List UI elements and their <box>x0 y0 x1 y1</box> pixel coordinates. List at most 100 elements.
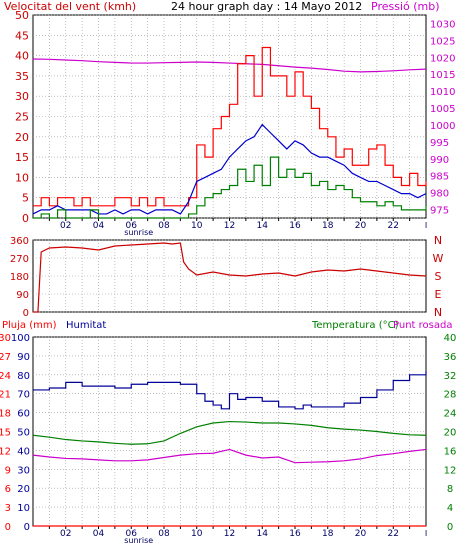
humidity-y-tick-label: 70 <box>17 390 30 401</box>
temp-x-tick-label: 12 <box>224 529 235 539</box>
wind-x-tick-label: 08 <box>158 221 170 231</box>
direction-compass-label: E <box>435 288 442 301</box>
graph-title: 24 hour graph day : 14 Mayo 2012 <box>171 0 363 13</box>
wind-x-tick-label: 02 <box>60 221 71 231</box>
wind-x-tick-label: 16 <box>289 221 301 231</box>
pressure-y-tick-label: 975 <box>430 206 449 217</box>
temp-x-tick-label: 06 <box>126 529 138 539</box>
sunrise-marker-label-bottom: sunrise <box>124 536 153 545</box>
humidity-axis-title: Humitat <box>66 320 107 331</box>
wind-x-tick-label: 20 <box>355 221 367 231</box>
direction-y-tick-label: 0 <box>23 308 29 319</box>
wind-direction-line <box>33 242 427 313</box>
humidity-y-tick-label: 10 <box>17 503 30 514</box>
rain-y-tick-label: 6 <box>5 484 11 495</box>
wind-x-tick-label: 06 <box>126 221 138 231</box>
humidity-y-tick-label: 0 <box>24 522 30 533</box>
pressure-y-tick-label: 1020 <box>430 53 455 64</box>
direction-y-tick-label: 180 <box>10 272 29 283</box>
rain-y-tick-label: 21 <box>0 390 11 401</box>
temperature-y-tick-label: 24 <box>444 409 457 420</box>
wind-x-tick-label: 10 <box>191 221 203 231</box>
rain-y-tick-label: 3 <box>5 503 11 514</box>
humidity-y-tick-label: 20 <box>17 484 30 495</box>
wind-y-tick-label: 10 <box>15 171 29 184</box>
direction-compass-label: N <box>434 234 442 247</box>
pressure-y-tick-label: 1030 <box>430 19 455 30</box>
temp-x-tick-label: 22 <box>388 529 399 539</box>
rain-y-tick-label: 0 <box>5 522 11 533</box>
pressure-y-tick-label: 1000 <box>430 121 455 132</box>
humidity-y-tick-label: 60 <box>17 409 30 420</box>
temperature-y-tick-label: 12 <box>444 465 457 476</box>
humidity-y-tick-label: 80 <box>17 371 30 382</box>
wind-y-tick-label: 45 <box>15 29 29 42</box>
temperature-y-tick-label: 8 <box>447 484 453 495</box>
temperature-y-tick-label: 28 <box>444 390 457 401</box>
wind-y-tick-label: 30 <box>15 90 29 103</box>
temp-x-tick-label: 02 <box>60 529 71 539</box>
direction-compass-label: N <box>434 306 442 319</box>
temperature-y-tick-label: 32 <box>444 371 457 382</box>
wind-y-tick-label: 0 <box>22 212 29 225</box>
pressure-y-tick-label: 985 <box>430 172 449 183</box>
wind-y-tick-label: 35 <box>15 70 29 83</box>
humidity-y-tick-label: 40 <box>17 446 30 457</box>
wind-min-line <box>33 156 427 219</box>
wind-max-line <box>33 46 427 207</box>
direction-compass-label: W <box>433 252 444 265</box>
pressure-y-tick-label: 980 <box>430 189 449 200</box>
dewpoint-axis-title: Punt rosada <box>393 320 453 331</box>
rain-y-tick-label: 9 <box>5 465 11 476</box>
pressure-y-tick-label: 995 <box>430 138 449 149</box>
rain-y-tick-label: 27 <box>0 352 11 363</box>
temp-x-tick-label: 18 <box>322 529 334 539</box>
temp-x-tick-label: 14 <box>257 529 269 539</box>
wind-y-tick-label: 50 <box>15 9 29 22</box>
pressure-y-tick-label: 1010 <box>430 87 455 98</box>
humidity-line <box>33 371 427 410</box>
wind-x-tick-label: 22 <box>388 221 399 231</box>
temperature-line <box>32 420 427 445</box>
dewpoint-line <box>32 448 427 464</box>
rain-y-tick-label: 12 <box>0 446 11 457</box>
temp-x-tick-label: 16 <box>289 529 301 539</box>
direction-y-tick-label: 90 <box>16 290 29 301</box>
direction-y-tick-label: 360 <box>10 236 29 247</box>
pressure-y-tick-label: 990 <box>430 155 449 166</box>
wind-axis-title: Velocitat del vent (kmh) <box>4 0 137 13</box>
pressure-y-tick-label: 1025 <box>430 36 455 47</box>
temperature-y-tick-label: 20 <box>444 428 457 439</box>
temperature-y-tick-label: 40 <box>444 333 457 344</box>
temperature-humidity-plot-frame <box>32 336 427 527</box>
temperature-y-tick-label: 16 <box>444 446 457 457</box>
humidity-y-tick-label: 100 <box>11 333 30 344</box>
temp-x-tick-label: 20 <box>355 529 367 539</box>
wind-y-tick-label: 20 <box>15 131 29 144</box>
humidity-y-tick-label: 30 <box>17 465 30 476</box>
wind-x-tick-label: 12 <box>224 221 235 231</box>
sunrise-marker-label: sunrise <box>124 228 153 237</box>
wind-y-tick-label: 15 <box>15 151 29 164</box>
rain-axis-title: Pluja (mm) <box>2 320 57 331</box>
temp-x-tick-label: 08 <box>158 529 170 539</box>
wind-y-tick-label: 5 <box>22 192 29 205</box>
temperature-y-tick-label: 4 <box>447 503 453 514</box>
temperature-y-tick-label: 36 <box>444 352 457 363</box>
wind-x-tick-label: 14 <box>257 221 269 231</box>
direction-y-tick-label: 270 <box>10 254 29 265</box>
wind-y-tick-label: 40 <box>15 50 29 63</box>
direction-compass-label: S <box>435 270 442 283</box>
rain-y-tick-label: 30 <box>0 333 11 344</box>
temp-x-tick-label: 10 <box>191 529 203 539</box>
pressure-y-tick-label: 1005 <box>430 104 455 115</box>
wind-x-tick-label: 04 <box>93 221 105 231</box>
rain-y-tick-label: 15 <box>0 428 11 439</box>
rain-y-tick-label: 18 <box>0 409 11 420</box>
wind-x-end-mark: I <box>425 221 427 230</box>
rain-y-tick-label: 24 <box>0 371 11 382</box>
pressure-axis-title: Pressió (mb) <box>371 0 440 13</box>
temp-x-end-mark: I <box>425 529 427 538</box>
